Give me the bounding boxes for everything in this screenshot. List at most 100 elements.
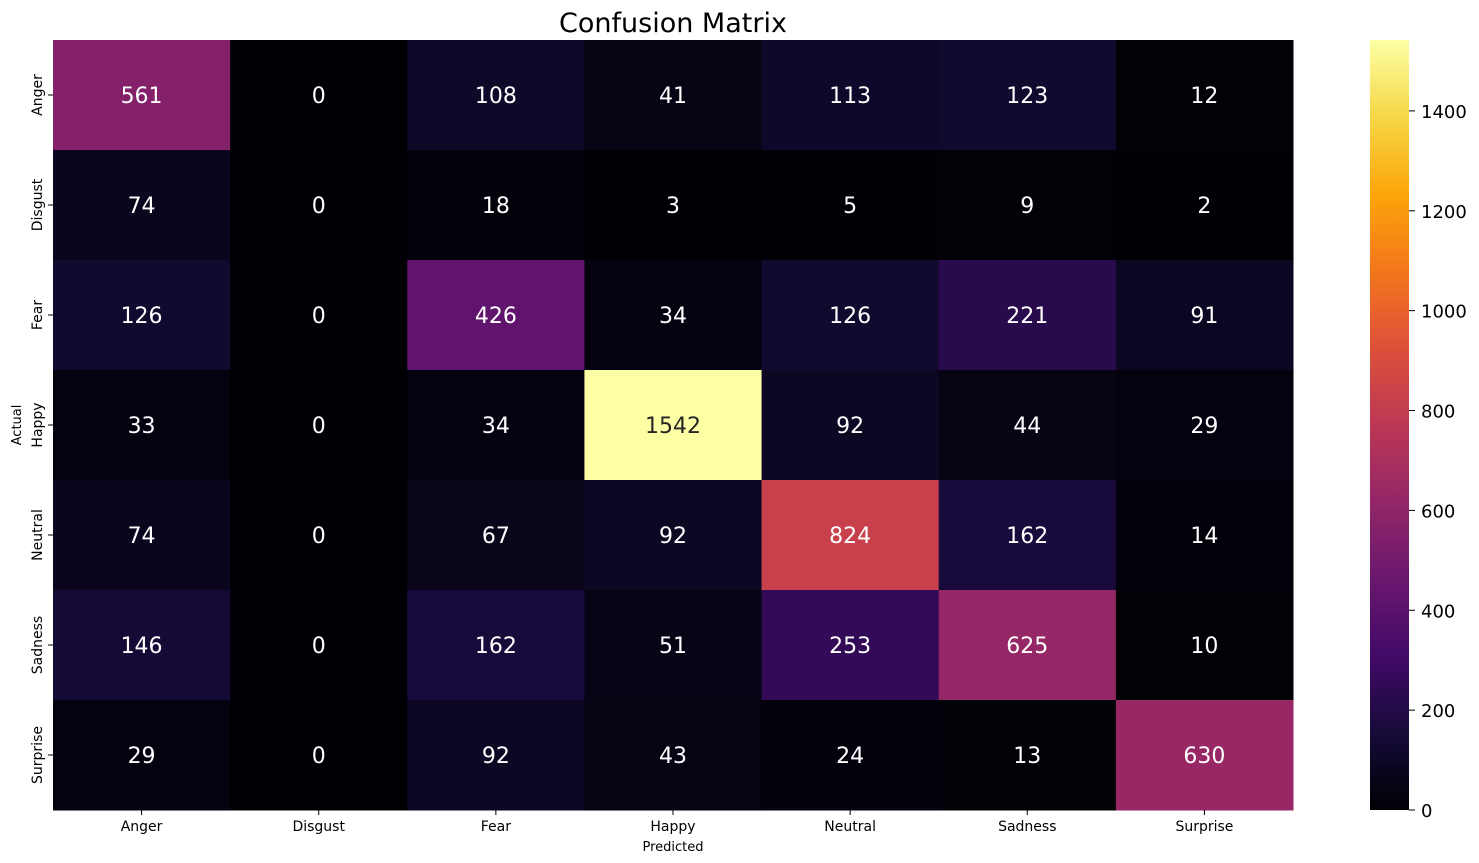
heatmap-cell <box>407 370 585 481</box>
x-tick-label: Happy <box>650 819 695 835</box>
cell-value-label: 43 <box>659 744 687 769</box>
y-tick-label: Surprise <box>30 726 46 784</box>
heatmap-cell <box>407 150 585 261</box>
x-tick-label: Surprise <box>1175 819 1233 835</box>
cell-value-label: 0 <box>312 194 326 219</box>
heatmap-cell <box>230 150 408 261</box>
heatmap-cell <box>407 260 585 371</box>
colorbar-tick-label: 600 <box>1421 501 1455 522</box>
cell-value-label: 561 <box>121 84 163 109</box>
heatmap-cell <box>761 370 940 481</box>
heatmap-cell <box>53 480 231 591</box>
heatmap-cell <box>584 150 763 261</box>
colorbar-tick-label: 400 <box>1421 601 1455 622</box>
cell-value-label: 2 <box>1197 194 1211 219</box>
heatmap-cell <box>938 150 1117 261</box>
colorbar-ticks: 0 200 400 600 800 1000 1200 1400 <box>1409 102 1467 822</box>
colorbar <box>1370 40 1409 810</box>
heatmap-cell <box>53 370 231 481</box>
y-tick-label: Happy <box>30 402 46 447</box>
heatmap-cell <box>761 700 940 811</box>
cell-value-label: 630 <box>1183 744 1225 769</box>
cell-value-label: 34 <box>482 414 510 439</box>
heatmap-cell <box>938 260 1117 371</box>
cell-value-label: 126 <box>121 304 163 329</box>
cell-value-label: 12 <box>1190 84 1218 109</box>
cell-value-label: 108 <box>475 84 517 109</box>
heatmap-cell <box>53 150 231 261</box>
heatmap-cell <box>230 370 408 481</box>
cell-value-label: 5 <box>843 194 857 219</box>
heatmap-cell <box>1115 480 1294 591</box>
cell-value-label: 1542 <box>645 414 701 439</box>
heatmap-cell <box>938 40 1117 151</box>
cell-value-label: 10 <box>1190 634 1218 659</box>
heatmap-cell <box>407 480 585 591</box>
heatmap-cell <box>584 40 763 151</box>
heatmap-cell <box>761 590 940 701</box>
colorbar-tick-label: 1000 <box>1421 302 1467 323</box>
heatmap-cell <box>584 590 763 701</box>
cell-value-label: 92 <box>482 744 510 769</box>
cell-value-label: 44 <box>1013 414 1041 439</box>
cell-value-label: 14 <box>1190 524 1218 549</box>
cell-value-label: 13 <box>1013 744 1041 769</box>
cell-value-label: 253 <box>829 634 871 659</box>
cell-value-label: 3 <box>666 194 680 219</box>
heatmap-cell <box>407 700 585 811</box>
heatmap-cell <box>938 700 1117 811</box>
heatmap-cell <box>584 260 763 371</box>
heatmap-cell <box>230 40 408 151</box>
heatmap-cell <box>1115 150 1294 261</box>
cell-value-label: 146 <box>121 634 163 659</box>
cell-value-label: 0 <box>312 414 326 439</box>
heatmap-cell <box>584 700 763 811</box>
y-tick-label: Sadness <box>30 616 46 674</box>
cell-value-label: 29 <box>128 744 156 769</box>
cell-value-label: 426 <box>475 304 517 329</box>
cell-value-label: 0 <box>312 524 326 549</box>
colorbar-tick-label: 1400 <box>1421 102 1467 123</box>
colorbar-tick-label: 0 <box>1421 801 1432 822</box>
heatmap-cell <box>407 590 585 701</box>
heatmap-cell <box>938 370 1117 481</box>
cell-value-label: 74 <box>128 194 156 219</box>
colorbar-tick-label: 800 <box>1421 402 1455 423</box>
y-axis-label: Actual <box>10 405 25 446</box>
cell-value-label: 24 <box>836 744 864 769</box>
cell-value-label: 92 <box>659 524 687 549</box>
chart-title: Confusion Matrix <box>559 8 787 39</box>
cell-value-label: 33 <box>128 414 156 439</box>
cell-value-label: 9 <box>1020 194 1034 219</box>
cell-value-label: 162 <box>1006 524 1048 549</box>
y-tick-label: Disgust <box>30 178 46 231</box>
heatmap-cell <box>1115 40 1294 151</box>
cell-value-label: 0 <box>312 84 326 109</box>
heatmap-cell <box>230 480 408 591</box>
x-axis-ticks: Anger Disgust Fear Happy Neutral Sadness Surpr… <box>121 810 1233 835</box>
heatmap-cell <box>761 480 940 591</box>
cell-value-label: 162 <box>475 634 517 659</box>
heatmap-cell <box>584 370 763 481</box>
colorbar-tick-label: 1200 <box>1421 202 1467 223</box>
cell-value-label: 824 <box>829 524 871 549</box>
cell-value-label: 0 <box>312 304 326 329</box>
x-tick-label: Sadness <box>998 819 1056 835</box>
heatmap-cell <box>230 590 408 701</box>
x-axis-label: Predicted <box>642 840 703 855</box>
y-tick-label: Anger <box>30 74 46 116</box>
cell-value-label: 29 <box>1190 414 1218 439</box>
heatmap-cell <box>761 150 940 261</box>
cell-value-label: 123 <box>1006 84 1048 109</box>
heatmap-cell <box>1115 370 1294 481</box>
cell-value-label: 51 <box>659 634 687 659</box>
heatmap-cell <box>1115 590 1294 701</box>
cell-value-label: 0 <box>312 744 326 769</box>
cell-value-label: 18 <box>482 194 510 219</box>
cell-value-label: 34 <box>659 304 687 329</box>
colorbar-tick-label: 200 <box>1421 701 1455 722</box>
heatmap-cell <box>1115 700 1294 811</box>
cell-value-label: 92 <box>836 414 864 439</box>
